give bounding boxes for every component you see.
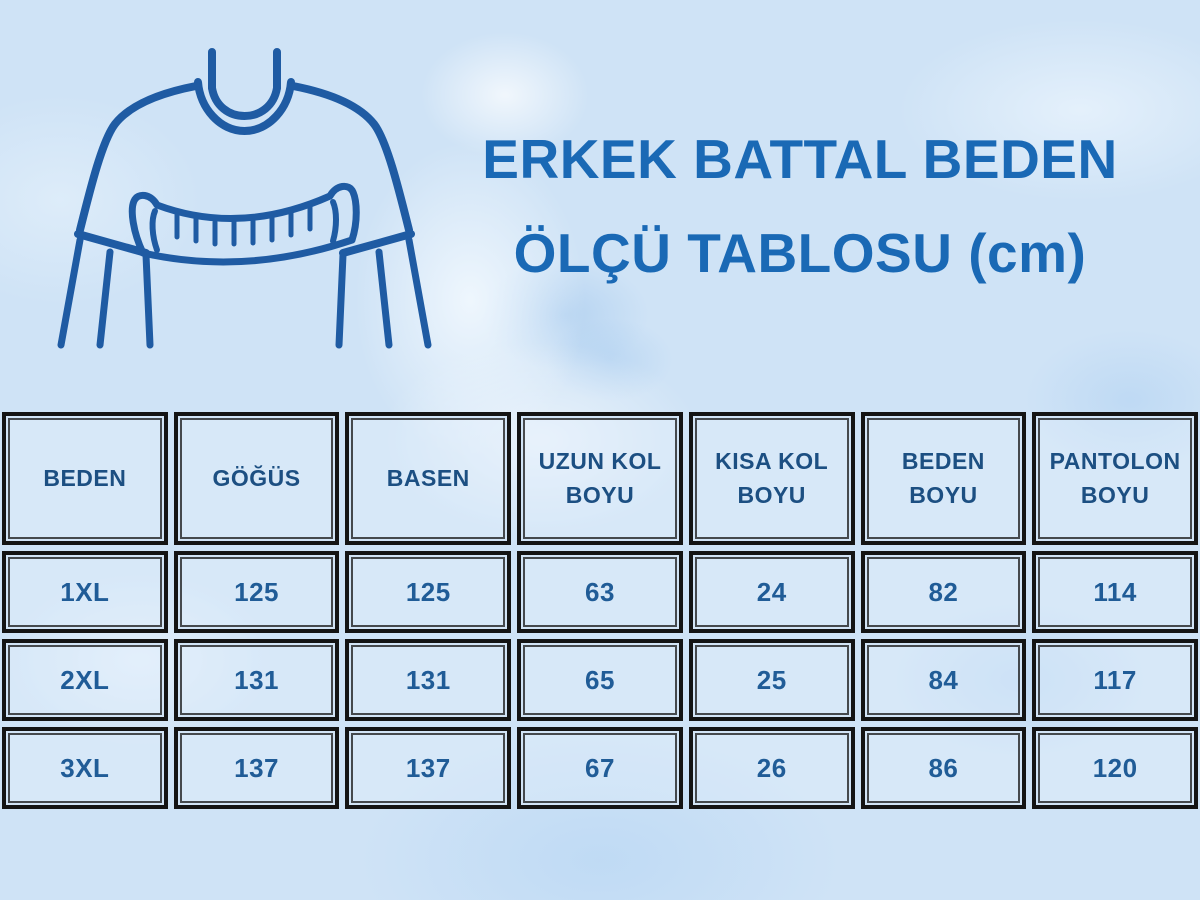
column-header-gogus: GÖĞÜS xyxy=(173,412,340,545)
left-shoulder-sleeve xyxy=(76,82,200,234)
left-sleeve-hem xyxy=(74,230,150,257)
tape-left-curl-inner xyxy=(149,208,160,253)
table-cell: 120 xyxy=(1032,727,1198,809)
tape-right-curl xyxy=(326,182,360,244)
table-cell: 131 xyxy=(173,639,340,721)
column-header-beden: BEDEN xyxy=(2,412,168,545)
column-header-pantolon: PANTOLON BOYU xyxy=(1032,412,1198,545)
column-header-kisa-kol: KISA KOL BOYU xyxy=(688,412,855,545)
table-cell: 125 xyxy=(173,551,340,633)
tape-right-curl-inner xyxy=(330,199,339,244)
table-cell: 65 xyxy=(517,639,683,721)
table-cell: 131 xyxy=(345,639,512,721)
right-shoulder-sleeve xyxy=(289,82,413,234)
right-sleeve-hem xyxy=(339,230,415,257)
table-cell: 114 xyxy=(1032,551,1198,633)
tape-top-edge xyxy=(153,192,334,223)
table-cell: 125 xyxy=(345,551,512,633)
tape-tick-marks xyxy=(174,204,313,247)
page-title-line-1: ERKEK BATTAL BEDEN xyxy=(482,128,1118,190)
table-cell: 67 xyxy=(517,727,683,809)
table-cell: 26 xyxy=(688,727,855,809)
table-cell: 137 xyxy=(173,727,340,809)
collar-inner xyxy=(208,84,281,120)
tape-bottom-edge xyxy=(139,236,356,266)
size-cell-3xl: 3XL xyxy=(2,727,168,809)
table-cell: 117 xyxy=(1032,639,1198,721)
tshirt-measuring-tape-icon xyxy=(57,48,432,349)
size-cell-2xl: 2XL xyxy=(2,639,168,721)
table-cell: 84 xyxy=(860,639,1027,721)
table-cell: 82 xyxy=(860,551,1027,633)
neck-lines xyxy=(208,48,281,92)
table-cell: 63 xyxy=(517,551,683,633)
collar-outer xyxy=(194,78,295,135)
column-header-beden-boyu: BEDEN BOYU xyxy=(860,412,1027,545)
column-header-uzun-kol: UZUN KOL BOYU xyxy=(517,412,683,545)
page-title: ERKEK BATTAL BEDEN ÖLÇÜ TABLOSU (cm) xyxy=(420,112,1180,300)
tape-left-curl xyxy=(128,191,161,257)
table-cell: 137 xyxy=(345,727,512,809)
table-cell: 24 xyxy=(688,551,855,633)
column-header-basen: BASEN xyxy=(345,412,512,545)
table-cell: 86 xyxy=(860,727,1027,809)
page-title-line-2: ÖLÇÜ TABLOSU (cm) xyxy=(513,222,1087,284)
arm-torso-lines xyxy=(57,236,432,349)
table-cell: 25 xyxy=(688,639,855,721)
size-table: BEDEN GÖĞÜS BASEN UZUN KOL BOYU KISA KOL… xyxy=(2,412,1198,809)
size-cell-1xl: 1XL xyxy=(2,551,168,633)
